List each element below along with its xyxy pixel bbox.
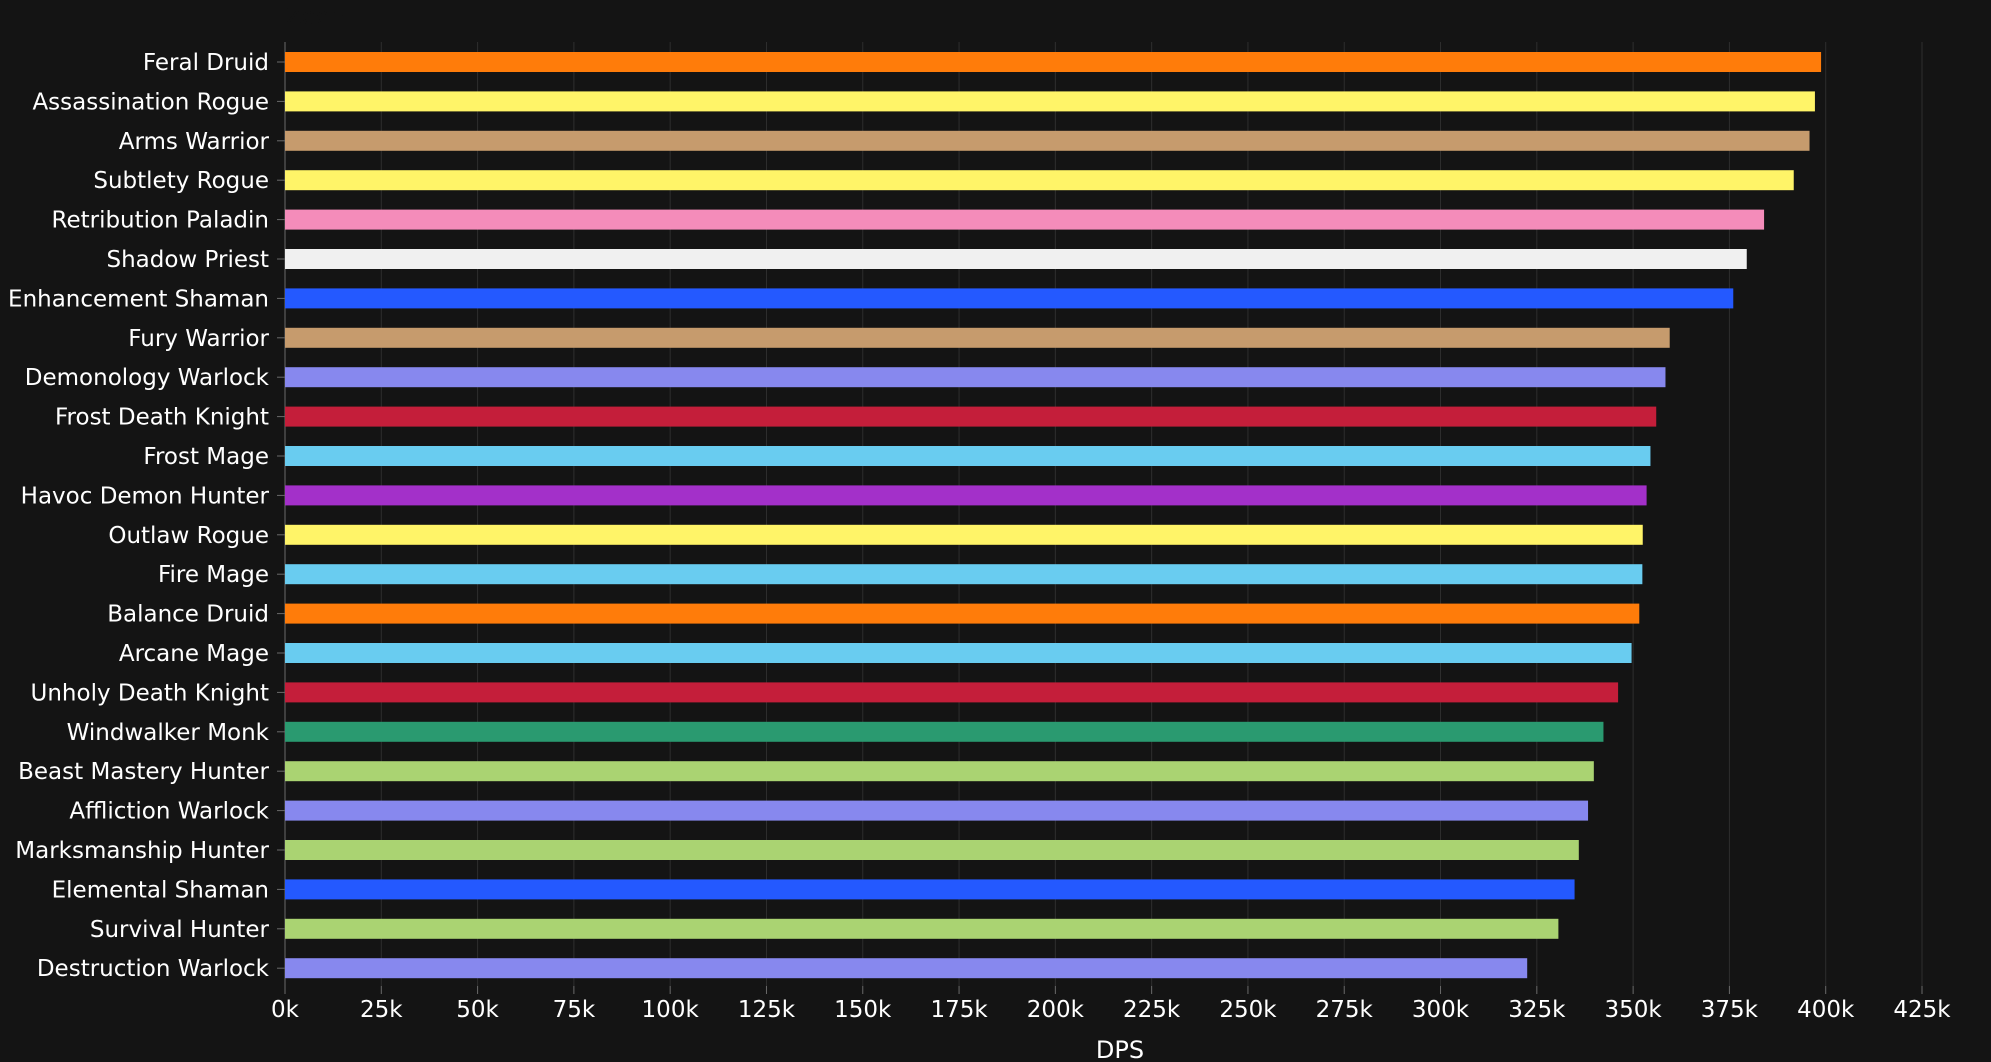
category-label: Fury Warrior xyxy=(128,326,269,352)
bar[interactable] xyxy=(285,524,1643,545)
tick-layer: 0k 25k 50k 75k 100k 125k 150k 175k 200k 225k 250k 2… xyxy=(271,61,1951,1023)
x-tick-label: 375k xyxy=(1701,997,1759,1023)
x-tick-label: 325k xyxy=(1508,997,1566,1023)
x-tick-label: 275k xyxy=(1316,997,1374,1023)
bar[interactable] xyxy=(285,800,1589,821)
category-label: Assassination Rogue xyxy=(32,89,269,115)
bar[interactable] xyxy=(285,91,1815,112)
category-label: Balance Druid xyxy=(107,602,269,628)
bar[interactable] xyxy=(285,918,1559,939)
x-tick-label: 50k xyxy=(456,997,499,1023)
bar[interactable] xyxy=(285,564,1643,585)
category-label: Beast Mastery Hunter xyxy=(18,759,269,785)
bar[interactable] xyxy=(285,170,1794,191)
bar[interactable] xyxy=(285,209,1765,230)
category-label: Arms Warrior xyxy=(119,129,270,155)
x-tick-label: 75k xyxy=(553,997,596,1023)
bar[interactable] xyxy=(285,485,1647,506)
category-label: Outlaw Rogue xyxy=(108,523,269,549)
bar[interactable] xyxy=(285,879,1575,900)
category-label: Subtlety Rogue xyxy=(93,168,269,194)
category-label: Marksmanship Hunter xyxy=(15,838,269,864)
bar[interactable] xyxy=(285,958,1528,979)
category-label: Frost Mage xyxy=(143,444,269,470)
bar[interactable] xyxy=(285,367,1666,388)
zoom-label[interactable]: Zoom xyxy=(286,4,352,30)
bar[interactable] xyxy=(285,288,1734,309)
category-label: Survival Hunter xyxy=(90,917,270,943)
category-label: Affliction Warlock xyxy=(69,799,269,825)
bar[interactable] xyxy=(285,406,1657,427)
x-tick-label: 0k xyxy=(271,997,300,1023)
label-layer: Feral Druid Assassination Rogue Arms Warri… xyxy=(8,50,270,982)
category-label: Enhancement Shaman xyxy=(8,286,269,312)
grid-layer xyxy=(284,42,1923,986)
x-tick-label: 175k xyxy=(930,997,988,1023)
x-tick-label: 425k xyxy=(1893,997,1951,1023)
category-label: Unholy Death Knight xyxy=(31,680,269,706)
category-label: Shadow Priest xyxy=(106,247,269,273)
x-tick-label: 400k xyxy=(1797,997,1855,1023)
bar[interactable] xyxy=(285,840,1579,860)
bar[interactable] xyxy=(285,603,1640,624)
x-tick-label: 225k xyxy=(1123,997,1181,1023)
x-tick-label: 100k xyxy=(642,997,700,1023)
x-tick-label: 200k xyxy=(1027,997,1085,1023)
x-tick-label: 300k xyxy=(1412,997,1470,1023)
bar[interactable] xyxy=(285,52,1822,72)
x-tick-label: 150k xyxy=(834,997,892,1023)
bar[interactable] xyxy=(285,761,1594,782)
bar[interactable] xyxy=(285,130,1810,151)
category-label: Retribution Paladin xyxy=(52,208,270,234)
bar[interactable] xyxy=(285,721,1604,742)
bar[interactable] xyxy=(285,682,1619,703)
category-label: Windwalker Monk xyxy=(67,720,270,746)
bar[interactable] xyxy=(285,249,1747,269)
x-tick-label: 125k xyxy=(738,997,796,1023)
category-label: Arcane Mage xyxy=(119,641,269,667)
category-label: Havoc Demon Hunter xyxy=(21,483,270,509)
category-label: Feral Druid xyxy=(143,50,269,76)
category-label: Fire Mage xyxy=(158,562,269,588)
bar[interactable] xyxy=(285,446,1651,466)
x-tick-label: 250k xyxy=(1219,997,1277,1023)
x-tick-label: 350k xyxy=(1605,997,1663,1023)
category-label: Demonology Warlock xyxy=(25,365,270,391)
bar[interactable] xyxy=(285,327,1670,348)
x-axis-title: DPS xyxy=(1096,1036,1144,1062)
x-tick-label: 25k xyxy=(360,997,403,1023)
bar-layer xyxy=(285,52,1822,979)
bar[interactable] xyxy=(285,643,1632,663)
category-label: Elemental Shaman xyxy=(52,877,269,903)
category-label: Frost Death Knight xyxy=(55,405,269,431)
category-label: Destruction Warlock xyxy=(37,956,270,982)
